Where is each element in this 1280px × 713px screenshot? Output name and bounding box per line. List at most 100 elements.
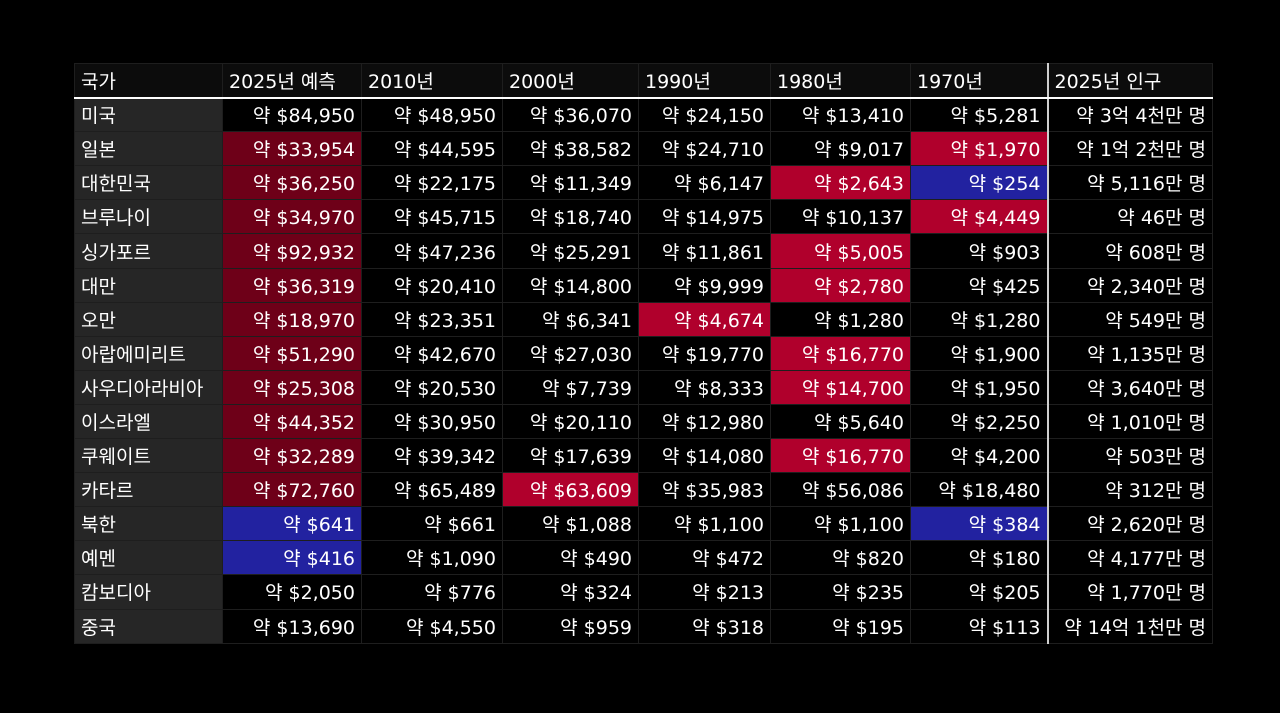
- gdp-cell: 약 $35,983: [638, 472, 771, 508]
- country-cell: 사우디아라비아: [74, 369, 223, 405]
- table-row: 쿠웨이트 약 $32,289 약 $39,342 약 $17,639 약 $14,080…: [74, 438, 1213, 474]
- population-cell: 약 1,010만 명: [1046, 403, 1213, 440]
- gdp-cell: 약 $4,550: [361, 608, 503, 644]
- country-cell: 카타르: [74, 472, 223, 508]
- gdp-cell: 약 $38,582: [502, 131, 639, 167]
- gdp-cell: 약 $9,999: [638, 267, 771, 303]
- header-2010: 2010년: [361, 62, 503, 99]
- gdp-cell: 약 $9,017: [770, 131, 911, 167]
- table-row: 대만 약 $36,319 약 $20,410 약 $14,800 약 $9,999 약 $…: [74, 267, 1213, 303]
- table-row: 중국 약 $13,690 약 $4,550 약 $959 약 $318 약 $195 약 $…: [74, 608, 1213, 644]
- table-row: 북한 약 $641 약 $661 약 $1,088 약 $1,100 약 $1,100 약 …: [74, 506, 1213, 542]
- gdp-cell: 약 $12,980: [638, 403, 771, 440]
- gdp-cell: 약 $92,932: [222, 233, 362, 269]
- gdp-cell: 약 $5,005: [770, 233, 911, 269]
- gdp-cell: 약 $820: [770, 540, 911, 576]
- gdp-cell: 약 $19,770: [638, 335, 771, 371]
- gdp-cell: 약 $641: [222, 506, 362, 542]
- gdp-cell: 약 $213: [638, 574, 771, 610]
- table-row: 아랍에미리트 약 $51,290 약 $42,670 약 $27,030 약 $19,7…: [74, 335, 1213, 371]
- gdp-cell: 약 $16,770: [770, 438, 911, 474]
- population-cell: 약 312만 명: [1046, 472, 1213, 508]
- gdp-cell: 약 $490: [502, 540, 639, 576]
- gdp-cell: 약 $11,861: [638, 233, 771, 269]
- gdp-cell: 약 $25,291: [502, 233, 639, 269]
- gdp-cell: 약 $32,289: [222, 438, 362, 474]
- country-cell: 아랍에미리트: [74, 335, 223, 371]
- header-1980: 1980년: [770, 62, 911, 99]
- country-cell: 대만: [74, 267, 223, 303]
- gdp-comparison-table: 국가 2025년 예측 2010년 2000년 1990년 1980년 1970…: [74, 62, 1213, 644]
- gdp-cell: 약 $36,070: [502, 97, 639, 133]
- gdp-cell: 약 $84,950: [222, 97, 362, 133]
- population-cell: 약 4,177만 명: [1046, 540, 1213, 576]
- table-row: 오만 약 $18,970 약 $23,351 약 $6,341 약 $4,674 약 $1…: [74, 301, 1213, 337]
- gdp-cell: 약 $24,150: [638, 97, 771, 133]
- country-cell: 캄보디아: [74, 574, 223, 610]
- gdp-cell: 약 $205: [910, 574, 1048, 610]
- gdp-cell: 약 $8,333: [638, 369, 771, 405]
- gdp-cell: 약 $959: [502, 608, 639, 644]
- table-row: 예멘 약 $416 약 $1,090 약 $490 약 $472 약 $820 약 $180…: [74, 540, 1213, 576]
- population-cell: 약 14억 1천만 명: [1046, 608, 1213, 644]
- population-cell: 약 3,640만 명: [1046, 369, 1213, 405]
- population-cell: 약 1억 2천만 명: [1046, 131, 1213, 167]
- gdp-cell: 약 $47,236: [361, 233, 503, 269]
- gdp-cell: 약 $2,050: [222, 574, 362, 610]
- country-cell: 대한민국: [74, 165, 223, 201]
- table-row: 브루나이 약 $34,970 약 $45,715 약 $18,740 약 $14,975…: [74, 199, 1213, 235]
- gdp-cell: 약 $7,739: [502, 369, 639, 405]
- header-population-2025: 2025년 인구: [1046, 62, 1213, 99]
- gdp-cell: 약 $2,643: [770, 165, 911, 201]
- country-cell: 미국: [74, 97, 223, 133]
- gdp-cell: 약 $195: [770, 608, 911, 644]
- gdp-cell: 약 $33,954: [222, 131, 362, 167]
- gdp-cell: 약 $1,088: [502, 506, 639, 542]
- table-row: 대한민국 약 $36,250 약 $22,175 약 $11,349 약 $6,147 약…: [74, 165, 1213, 201]
- population-cell: 약 5,116만 명: [1046, 165, 1213, 201]
- country-cell: 중국: [74, 608, 223, 644]
- gdp-cell: 약 $4,449: [910, 199, 1048, 235]
- header-country: 국가: [74, 62, 223, 99]
- gdp-cell: 약 $25,308: [222, 369, 362, 405]
- country-cell: 싱가포르: [74, 233, 223, 269]
- gdp-cell: 약 $254: [910, 165, 1048, 201]
- gdp-cell: 약 $14,975: [638, 199, 771, 235]
- gdp-cell: 약 $661: [361, 506, 503, 542]
- gdp-cell: 약 $1,100: [638, 506, 771, 542]
- gdp-cell: 약 $5,640: [770, 403, 911, 440]
- gdp-cell: 약 $113: [910, 608, 1048, 644]
- country-cell: 이스라엘: [74, 403, 223, 440]
- gdp-cell: 약 $5,281: [910, 97, 1048, 133]
- country-cell: 일본: [74, 131, 223, 167]
- country-cell: 북한: [74, 506, 223, 542]
- gdp-cell: 약 $34,970: [222, 199, 362, 235]
- gdp-cell: 약 $48,950: [361, 97, 503, 133]
- gdp-cell: 약 $63,609: [502, 472, 639, 508]
- population-cell: 약 2,340만 명: [1046, 267, 1213, 303]
- gdp-cell: 약 $22,175: [361, 165, 503, 201]
- gdp-cell: 약 $20,110: [502, 403, 639, 440]
- gdp-cell: 약 $17,639: [502, 438, 639, 474]
- gdp-cell: 약 $1,100: [770, 506, 911, 542]
- table-row: 싱가포르 약 $92,932 약 $47,236 약 $25,291 약 $11,861…: [74, 233, 1213, 269]
- gdp-cell: 약 $2,250: [910, 403, 1048, 440]
- table-row: 캄보디아 약 $2,050 약 $776 약 $324 약 $213 약 $235 약 $2…: [74, 574, 1213, 610]
- country-cell: 오만: [74, 301, 223, 337]
- gdp-cell: 약 $44,595: [361, 131, 503, 167]
- gdp-cell: 약 $1,950: [910, 369, 1048, 405]
- gdp-cell: 약 $1,280: [770, 301, 911, 337]
- gdp-cell: 약 $11,349: [502, 165, 639, 201]
- population-cell: 약 503만 명: [1046, 438, 1213, 474]
- population-cell: 약 3억 4천만 명: [1046, 97, 1213, 133]
- gdp-cell: 약 $472: [638, 540, 771, 576]
- table-body: 미국 약 $84,950 약 $48,950 약 $36,070 약 $24,150 약 …: [74, 97, 1213, 644]
- gdp-cell: 약 $10,137: [770, 199, 911, 235]
- gdp-cell: 약 $416: [222, 540, 362, 576]
- header-1990: 1990년: [638, 62, 771, 99]
- gdp-cell: 약 $1,090: [361, 540, 503, 576]
- gdp-cell: 약 $2,780: [770, 267, 911, 303]
- gdp-cell: 약 $13,410: [770, 97, 911, 133]
- country-cell: 예멘: [74, 540, 223, 576]
- gdp-cell: 약 $20,530: [361, 369, 503, 405]
